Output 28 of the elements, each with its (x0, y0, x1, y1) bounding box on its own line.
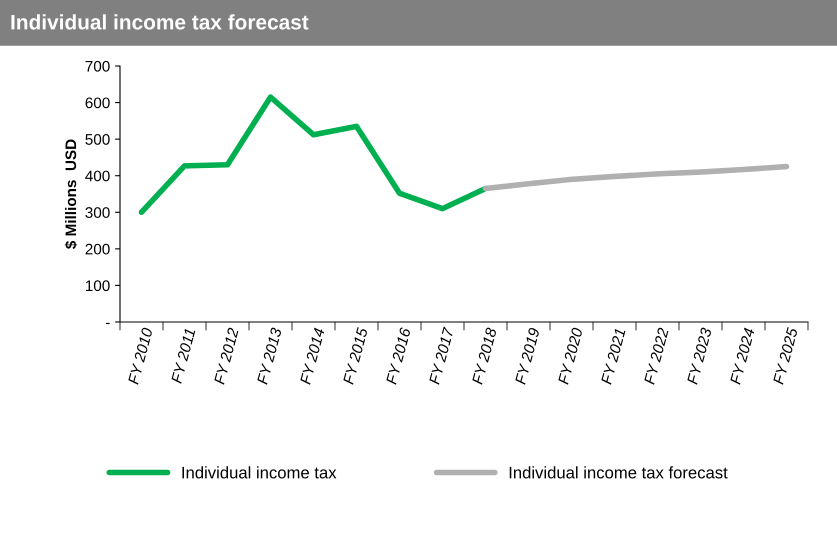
x-tick-label: FY 2013 (256, 327, 282, 385)
x-tick-label: FY 2021 (600, 328, 626, 385)
x-tick-label: FY 2016 (386, 326, 411, 385)
x-tick-label: FY 2018 (472, 327, 497, 385)
x-tick-label: FY 2011 (170, 328, 196, 384)
x-tick-label: FY 2022 (644, 327, 669, 385)
y-tick-label: 100 (86, 280, 110, 292)
y-tick-label: 400 (85, 170, 110, 182)
y-tick-label: 500 (85, 134, 110, 145)
x-tick-label: FY 2020 (558, 327, 583, 385)
x-tick-label: FY 2014 (300, 328, 325, 385)
y-axis-title: $ Millions USD (64, 139, 78, 249)
x-tick-label: FY 2024 (730, 328, 755, 385)
x-tick-label: FY 2023 (686, 327, 712, 385)
y-tick-label: 700 (86, 60, 110, 72)
x-tick-label: FY 2015 (342, 326, 368, 385)
x-tick-label: FY 2019 (514, 327, 540, 385)
x-tick-label: FY 2025 (772, 326, 798, 385)
y-tick-label: - (106, 322, 110, 324)
chart-title: Individual income tax forecast (11, 14, 308, 30)
y-tick-label: 300 (85, 207, 110, 218)
y-tick-label: 200 (86, 244, 110, 255)
x-tick-label: FY 2012 (214, 327, 239, 385)
legend-label: Individual income tax (182, 466, 336, 479)
x-tick-label: FY 2010 (128, 327, 153, 385)
x-tick-label: FY 2017 (428, 326, 454, 385)
y-tick-label: 600 (86, 97, 110, 108)
legend-label: Individual income tax forecast (510, 466, 728, 479)
